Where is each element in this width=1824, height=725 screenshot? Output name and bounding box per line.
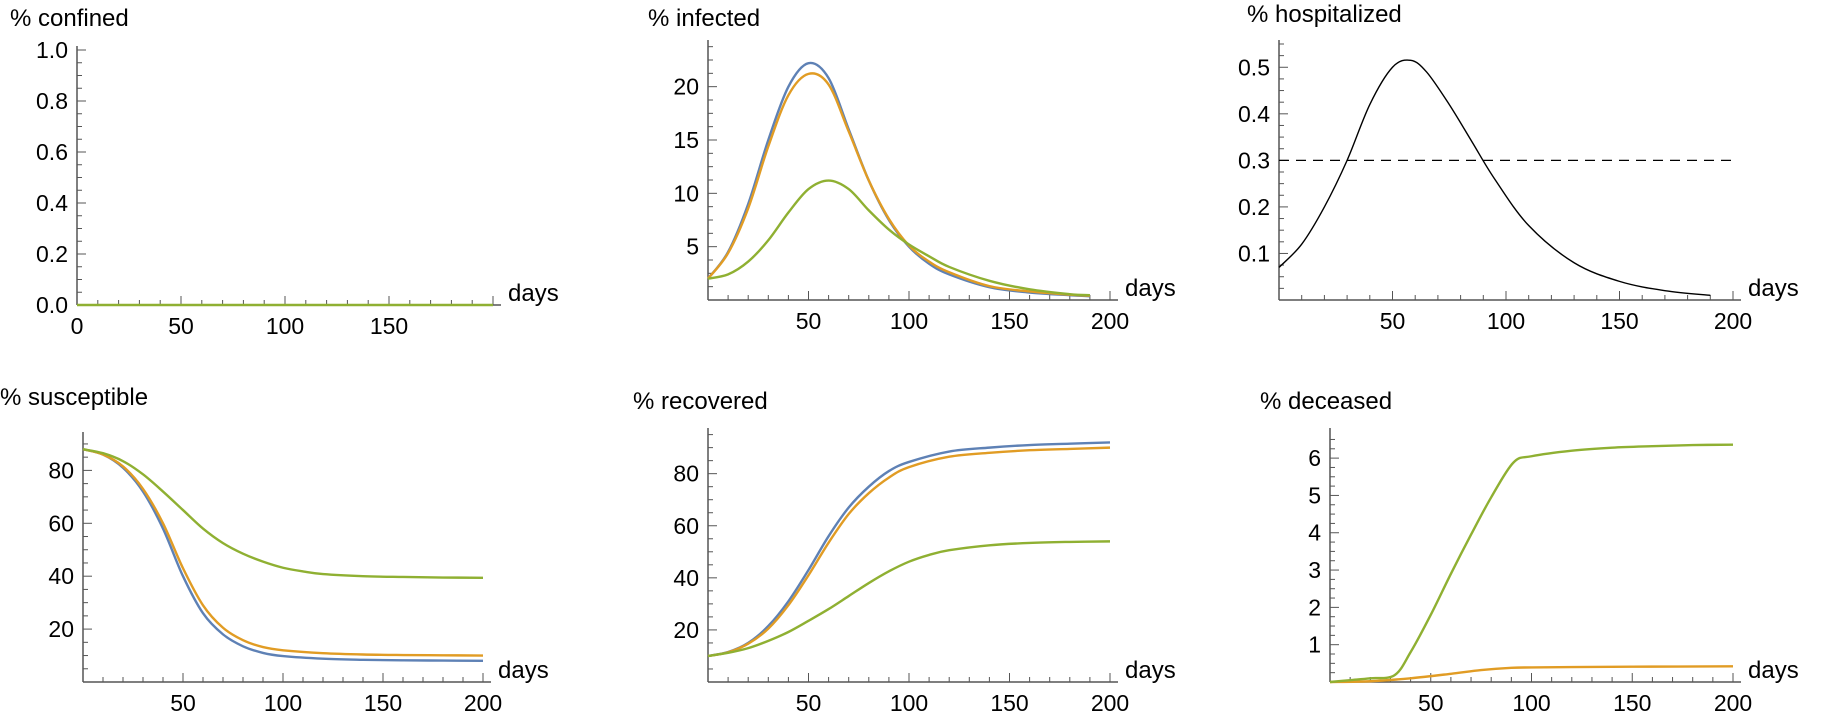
chart-title: % infected [648,5,760,32]
chart-panel-3: % hospitalized 50 100 150 200 0.1 0.2 0.3 0.4 0.5… [1238,1,1799,334]
series-line-orange [707,72,1090,297]
series-line-blue [707,441,1111,658]
x-tick-label: 100 [890,690,928,716]
y-tick-label: 0.6 [36,139,68,165]
y-tick-label: 0.8 [36,88,68,114]
x-tick-label: 150 [364,690,402,716]
series-line-black [1278,59,1711,297]
x-tick-label: 200 [1714,308,1752,334]
x-tick-label: 150 [990,690,1028,716]
series-line-green [82,448,484,579]
series-line-blue [82,448,484,663]
x-tick-label: 100 [266,313,304,339]
x-axis-label: days [1125,275,1176,302]
chart-title: % deceased [1260,388,1392,415]
x-tick-label: 200 [464,690,502,716]
x-tick-label: 200 [1091,690,1129,716]
y-tick-label: 15 [673,127,699,153]
chart-panel-4: % susceptible 50 100 150 200 20 40 60 80 days [0,384,549,716]
y-tick-label: 40 [673,565,699,591]
series-line-orange [82,448,484,657]
series-line-blue [707,61,1090,298]
y-tick-label: 1.0 [36,37,68,63]
y-tick-label: 20 [673,617,699,643]
y-tick-label: 5 [686,234,699,260]
chart-title: % confined [10,5,129,32]
series-line-orange [1329,665,1734,684]
y-tick-label: 1 [1308,632,1321,658]
y-tick-label: 20 [48,616,74,642]
x-tick-label: 200 [1091,308,1129,334]
y-tick-label: 60 [48,510,74,536]
y-tick-label: 80 [673,461,699,487]
y-tick-label: 0.2 [36,241,68,267]
x-tick-label: 50 [1418,690,1444,716]
x-tick-label: 150 [370,313,408,339]
chart-title: % recovered [633,388,768,415]
x-tick-label: 50 [1380,308,1406,334]
y-tick-label: 0.5 [1238,54,1270,80]
x-tick-label: 0 [71,313,84,339]
x-axis-label: days [1748,275,1799,302]
y-tick-label: 2 [1308,594,1321,620]
x-tick-label: 50 [796,690,822,716]
y-tick-label: 60 [673,513,699,539]
y-tick-label: 3 [1308,557,1321,583]
x-tick-label: 100 [1487,308,1525,334]
chart-title: % susceptible [0,384,148,411]
y-tick-label: 40 [48,563,74,589]
x-tick-label: 150 [990,308,1028,334]
x-axis-label: days [498,657,549,684]
series-line-green [1329,443,1734,684]
y-tick-label: 0.4 [1238,101,1270,127]
x-tick-label: 150 [1600,308,1638,334]
y-tick-label: 10 [673,180,699,206]
series-line-orange [707,446,1111,658]
x-tick-label: 100 [264,690,302,716]
x-axis-label: days [508,280,559,307]
chart-panel-6: % deceased 50 100 150 200 1 2 3 4 5 6 days [1260,388,1799,716]
y-tick-label: 4 [1308,520,1321,546]
y-tick-label: 0.2 [1238,194,1270,220]
x-tick-label: 100 [1512,690,1550,716]
x-axis-label: days [1748,657,1799,684]
series-line-green [707,179,1090,297]
series-line-green [707,540,1111,658]
x-axis-label: days [1125,657,1176,684]
x-tick-label: 150 [1613,690,1651,716]
y-tick-label: 6 [1308,445,1321,471]
y-tick-label: 0.4 [36,190,68,216]
x-tick-label: 100 [890,308,928,334]
y-tick-label: 80 [48,457,74,483]
y-tick-label: 20 [673,74,699,100]
x-tick-label: 200 [1714,690,1752,716]
y-tick-label: 0.1 [1238,240,1270,266]
chart-title: % hospitalized [1247,1,1402,28]
y-tick-label: 5 [1308,482,1321,508]
x-tick-label: 50 [170,690,196,716]
x-tick-label: 50 [168,313,194,339]
chart-panel-2: % infected 50 100 150 200 5 10 15 20 days [648,5,1176,334]
y-tick-label: 0.0 [36,292,68,318]
x-tick-label: 50 [796,308,822,334]
chart-panel-1: % confined 0 50 100 150 0.0 0.2 0.4 0.6 0.8 1.0 day… [10,5,559,339]
y-tick-label: 0.3 [1238,147,1270,173]
chart-panel-5: % recovered 50 100 150 200 20 40 60 80 days [633,388,1176,716]
